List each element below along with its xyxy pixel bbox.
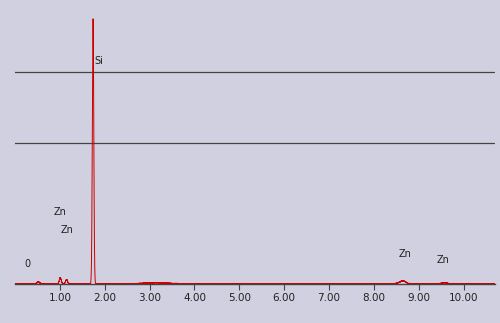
Text: Si: Si — [94, 56, 103, 66]
Text: 0: 0 — [24, 259, 30, 269]
Text: Zn: Zn — [436, 255, 450, 265]
Text: Zn: Zn — [61, 225, 74, 235]
Text: Zn: Zn — [398, 249, 411, 259]
Text: Zn: Zn — [54, 207, 67, 217]
